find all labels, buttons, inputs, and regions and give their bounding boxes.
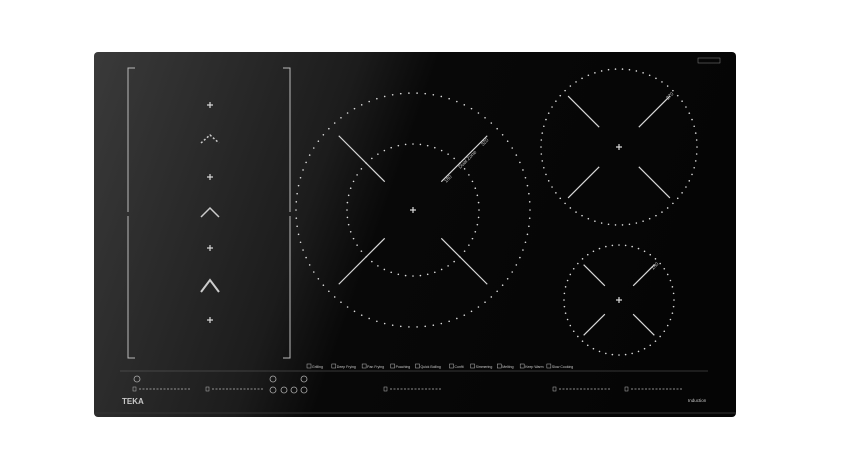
svg-text:320: 320: [480, 137, 490, 147]
zone-bottom-right-ring: [563, 244, 675, 356]
mode-label: Grilling: [312, 365, 323, 369]
timer-button[interactable]: [300, 375, 308, 383]
mode-icon: [546, 363, 552, 369]
mode-label: Simmering: [476, 365, 493, 369]
mode-icon: [306, 363, 312, 369]
mode-slow-cooking[interactable]: Slow Cooking: [546, 363, 573, 369]
mode-deep-frying[interactable]: Deep Frying: [331, 363, 356, 369]
minus-button[interactable]: [280, 386, 288, 394]
slider-dual[interactable]: [383, 386, 442, 392]
power-button[interactable]: [133, 375, 141, 383]
slider-flex-left[interactable]: [132, 386, 191, 392]
zone-bottom-right-guides: [583, 264, 655, 336]
zone-top-right-guides: [567, 95, 671, 199]
control-buttons[interactable]: [133, 375, 308, 394]
svg-text:180: 180: [443, 174, 453, 184]
mode-icon: [361, 363, 367, 369]
mode-poaching[interactable]: Poaching: [390, 363, 411, 369]
zone-top-right-center-icon: [616, 144, 622, 150]
mode-icon: [449, 363, 454, 369]
glass-surface: [94, 52, 736, 417]
flex-zone-frame: [127, 67, 291, 359]
mode-label: Slow Cooking: [552, 365, 573, 369]
mode-label: Keep Warm: [525, 365, 543, 369]
mode-simmering[interactable]: Simmering: [470, 363, 493, 369]
zone-top-right-ring: [540, 68, 698, 226]
mode-confit[interactable]: Confit: [449, 363, 464, 369]
flex-button[interactable]: [269, 386, 277, 394]
slider-flex-right[interactable]: [205, 386, 264, 392]
mode-icon: [470, 363, 475, 369]
mode-label: Deep Frying: [337, 365, 356, 369]
flex-zone-center-icon-2: [207, 174, 213, 180]
zone-bottom-right-label: 180: [650, 261, 660, 271]
mode-icon: [331, 363, 337, 369]
mode-icon: [390, 363, 395, 369]
mode-label: Quick Boiling: [420, 365, 440, 369]
flex-zone-center-icon-1: [207, 102, 213, 108]
plus-button[interactable]: [290, 386, 298, 394]
dual-zone-inner-ring: [346, 143, 480, 277]
mode-label: Pan Frying: [367, 365, 384, 369]
lock-button[interactable]: [269, 375, 277, 383]
mode-pan-frying[interactable]: Pan Frying: [361, 363, 384, 369]
mode-icon: [497, 363, 502, 369]
slider-bottom-right[interactable]: [624, 386, 683, 392]
zone-bottom-right-center-icon: [616, 297, 622, 303]
mode-keep-warm[interactable]: Keep Warm: [519, 363, 544, 369]
mode-label: Poaching: [396, 365, 411, 369]
induction-label: Induction: [688, 398, 707, 403]
certification-logo: [697, 57, 721, 64]
mode-icon: [519, 363, 525, 369]
mode-label: Confit: [455, 365, 464, 369]
cooking-modes-bar: Grilling Deep Frying Pan Frying Poaching Qui…: [306, 363, 573, 369]
power-sliders[interactable]: [132, 386, 683, 392]
mode-icon: [415, 363, 420, 369]
flex-zone-chevrons: [200, 133, 220, 293]
zone-top-right-label: 270: [665, 91, 675, 101]
mode-quick-boiling[interactable]: Quick Boiling: [415, 363, 441, 369]
teka-logo: TEKA: [122, 397, 144, 406]
mode-grilling[interactable]: Grilling: [306, 363, 323, 369]
flex-zone-center-icon-4: [207, 317, 213, 323]
dual-zone-guides: [338, 135, 488, 285]
mode-label: Melting: [502, 365, 513, 369]
dual-zone-outer-ring: [295, 92, 531, 328]
dual-zone-center-icon: [410, 207, 416, 213]
mode-melting[interactable]: Melting: [497, 363, 514, 369]
slider-top-right[interactable]: [552, 386, 611, 392]
pause-button[interactable]: [300, 386, 308, 394]
flex-zone-center-icon-3: [207, 245, 213, 251]
